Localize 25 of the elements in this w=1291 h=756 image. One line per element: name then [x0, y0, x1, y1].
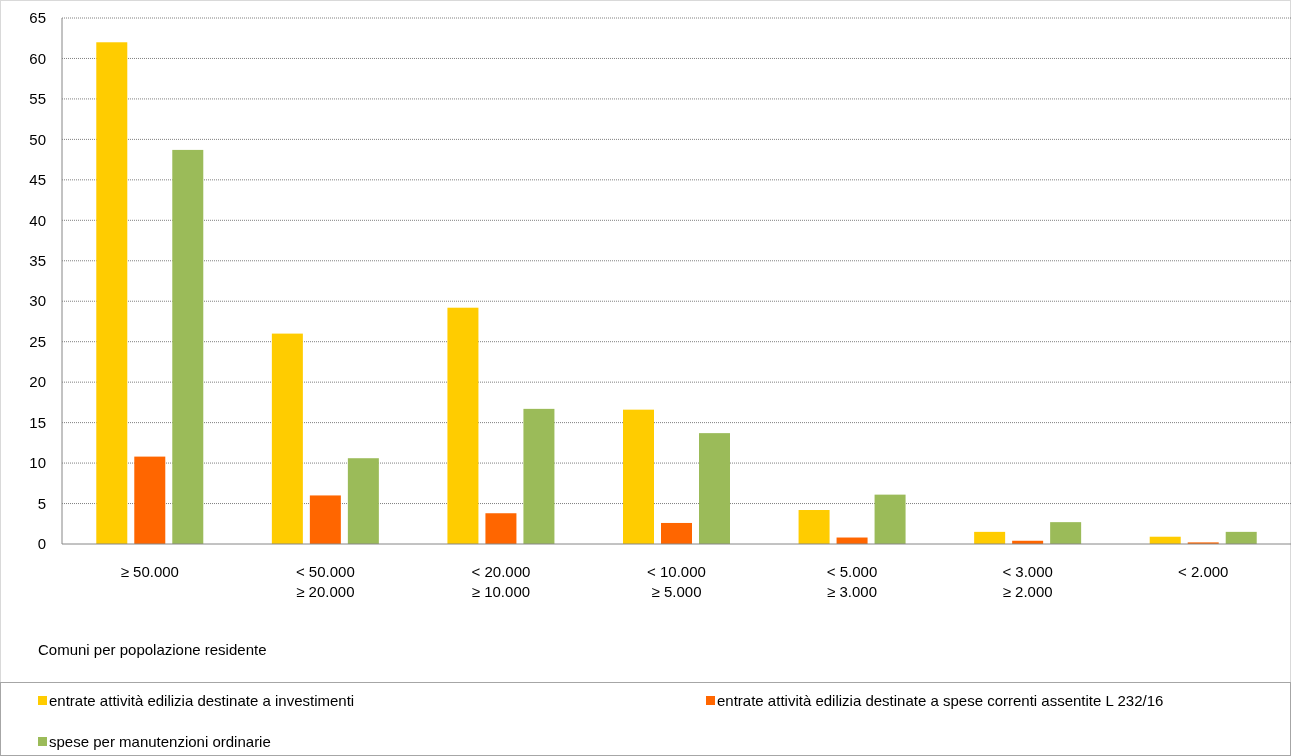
legend-label: entrate attività edilizia destinate a investimenti	[49, 692, 355, 710]
y-tick-label: 35	[29, 252, 46, 270]
x-tick-label: < 2.000	[1177, 563, 1229, 580]
y-tick-label: 25	[29, 332, 46, 350]
y-tick-label: 10	[29, 454, 46, 472]
x-tick-label: ≥ 50.000	[120, 563, 179, 580]
legend-label: entrate attività edilizia destinate a spese correnti assentite L 232/16	[717, 692, 1164, 710]
x-tick-label: < 50.000 ≥ 20.000	[295, 563, 355, 600]
y-tick-label: 0	[37, 535, 46, 553]
x-tick-label: < 20.000 ≥ 10.000	[471, 563, 531, 600]
x-tick-label: < 3.000 ≥ 2.000	[1002, 563, 1053, 600]
legend-label: spese per manutenzioni ordinarie	[49, 733, 271, 751]
y-tick-label: 60	[29, 49, 46, 67]
y-tick-label: 40	[29, 211, 46, 229]
y-tick-label: 45	[29, 171, 46, 189]
x-tick-label: < 5.000 ≥ 3.000	[826, 563, 878, 600]
x-tick-label: < 10.000 ≥ 5.000	[647, 563, 706, 600]
y-tick-label: 65	[29, 9, 46, 27]
y-tick-label: 15	[29, 413, 46, 431]
y-tick-label: 50	[29, 130, 46, 148]
x-axis-title: Comuni per popolazione residente	[38, 641, 267, 658]
y-tick-label: 20	[29, 373, 46, 391]
y-tick-label: 30	[29, 292, 46, 310]
y-tick-label: 55	[29, 90, 46, 108]
y-tick-label: 5	[37, 494, 46, 512]
